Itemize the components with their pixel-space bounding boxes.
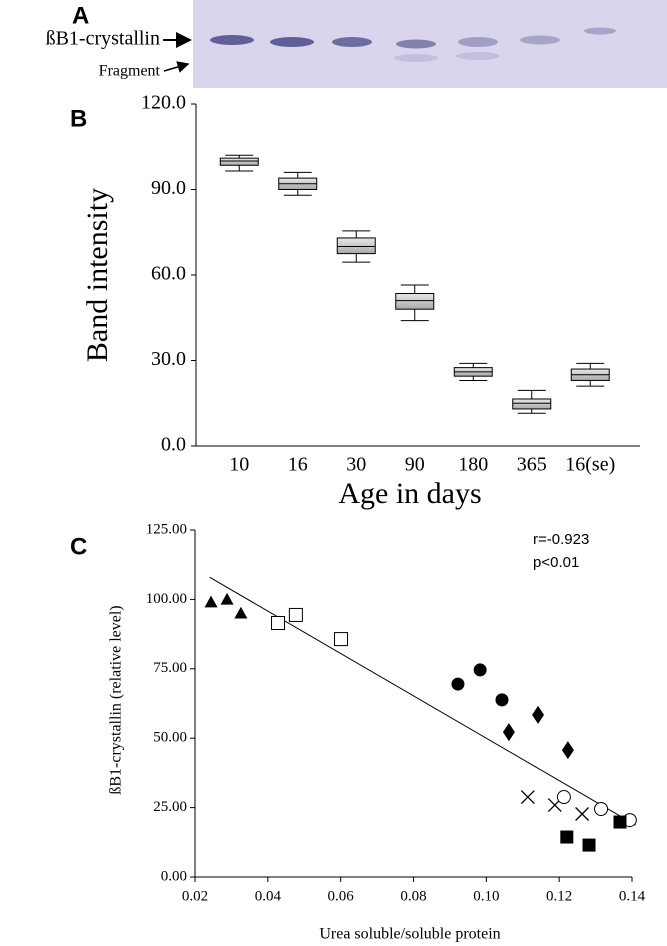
panel-label: B	[70, 105, 87, 132]
point	[234, 606, 248, 619]
point	[582, 838, 596, 852]
gel-bands	[210, 27, 616, 62]
point	[451, 677, 465, 691]
point	[473, 663, 487, 677]
point	[334, 632, 349, 647]
point	[613, 815, 627, 829]
x-tick-label: 180	[458, 454, 488, 476]
y-tick-label: 50.00	[153, 730, 187, 746]
y-tick-label: 30.0	[151, 348, 186, 370]
point	[271, 615, 286, 630]
y-tick-label: 125.00	[146, 521, 187, 537]
point	[594, 801, 609, 816]
x-tick-label: 0.10	[473, 888, 499, 904]
x-tick-label: 90	[405, 454, 425, 476]
y-tick-label: 25.00	[153, 799, 187, 815]
x-tick-label: 10	[229, 454, 249, 476]
point	[502, 723, 515, 742]
point	[532, 705, 545, 724]
y-tick-label: 120.0	[141, 92, 186, 114]
panel-label: C	[70, 533, 87, 560]
y-tick-label: 90.0	[151, 177, 186, 199]
point	[495, 693, 509, 707]
box	[512, 398, 552, 410]
band-label: ßB1-crystallin	[46, 28, 160, 50]
y-tick-label: 75.00	[153, 660, 187, 676]
x-tick-label: 0.14	[619, 888, 646, 904]
point	[560, 830, 574, 844]
point	[575, 807, 590, 821]
y-tick-label: 0.0	[161, 434, 186, 456]
point	[561, 741, 574, 760]
x-tick-label: 365	[517, 454, 547, 476]
panel-label: A	[72, 2, 89, 29]
x-tick-label: 16	[288, 454, 308, 476]
box	[395, 293, 435, 310]
y-tick-label: 100.00	[146, 591, 187, 607]
point	[520, 790, 535, 805]
x-tick-label: 0.06	[328, 888, 355, 904]
box	[219, 157, 259, 166]
point	[288, 607, 303, 622]
y-tick-label: 60.0	[151, 263, 186, 285]
x-tick-label: 0.04	[255, 888, 282, 904]
x-tick-label: 30	[346, 454, 366, 476]
y-axis-label: ßB1-crystallin (relative level)	[108, 605, 125, 794]
annotation: p<0.01	[533, 554, 579, 571]
point	[220, 592, 234, 605]
box	[336, 237, 376, 255]
x-tick-label: 0.12	[546, 888, 572, 904]
annotation: r=-0.923	[533, 531, 589, 548]
x-tick-label: 0.08	[400, 888, 426, 904]
x-tick-label: 0.02	[182, 888, 208, 904]
y-axis-label: Band intensity	[81, 188, 114, 362]
point	[556, 790, 571, 805]
y-tick-label: 0.00	[161, 868, 187, 884]
band-label: Fragment	[99, 63, 161, 80]
x-tick-label: 16(se)	[565, 454, 615, 476]
x-axis-label: Age in days	[338, 477, 481, 510]
x-axis-label: Urea soluble/soluble protein	[319, 926, 500, 943]
point	[204, 595, 218, 608]
arrow	[163, 61, 190, 73]
fit-line	[209, 576, 636, 826]
